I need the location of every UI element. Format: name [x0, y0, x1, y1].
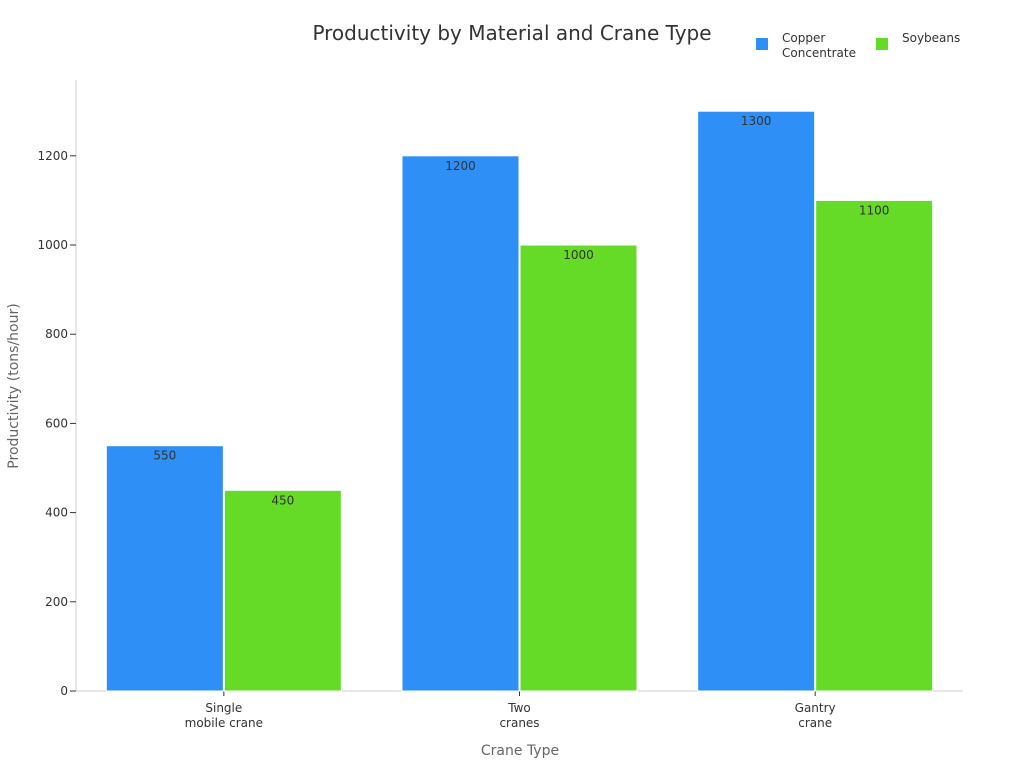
x-tick-label: Gantry crane: [795, 701, 836, 730]
legend-swatch: [756, 38, 768, 50]
x-tick-label: Single mobile crane: [185, 701, 263, 730]
bar-value-label: 1100: [859, 203, 890, 217]
bar: [401, 155, 520, 692]
y-tick-label: 1200: [37, 149, 68, 163]
y-axis: 0 200 400 600 800 1000 1200: [37, 80, 77, 698]
bar: [815, 199, 934, 692]
bar-value-label: 1300: [741, 114, 772, 128]
x-tick-label: Two cranes: [499, 701, 539, 730]
plot-area: 0 200 400 600 800 1000 1200 Single mobile crane…: [37, 80, 963, 730]
bar: [105, 445, 224, 692]
data-labels: 550 450 1200 1000 1300 1100: [153, 114, 889, 507]
y-axis-label: Productivity (tons/hour): [6, 303, 22, 468]
bar-value-label: 550: [153, 449, 176, 463]
y-tick-label: 0: [60, 684, 68, 698]
legend-label: Soybeans: [902, 31, 960, 45]
bar-value-label: 450: [271, 493, 294, 507]
bar: [519, 244, 638, 692]
x-axis-label: Crane Type: [481, 743, 559, 759]
y-tick-label: 200: [45, 595, 68, 609]
legend: Copper Concentrate Soybeans: [756, 31, 960, 60]
legend-swatch: [876, 38, 888, 50]
y-tick-label: 400: [45, 506, 68, 520]
y-tick-label: 600: [45, 416, 68, 430]
y-tick-label: 800: [45, 327, 68, 341]
y-tick-label: 1000: [37, 238, 68, 252]
bar-value-label: 1200: [445, 159, 476, 173]
chart-title: Productivity by Material and Crane Type: [312, 21, 711, 45]
bars: [105, 110, 934, 692]
x-axis: Single mobile crane Two cranes Gantry crane: [76, 690, 963, 730]
bar-value-label: 1000: [563, 248, 594, 262]
bar: [697, 110, 816, 692]
bar: [223, 489, 342, 692]
legend-label: Copper Concentrate: [782, 31, 856, 60]
